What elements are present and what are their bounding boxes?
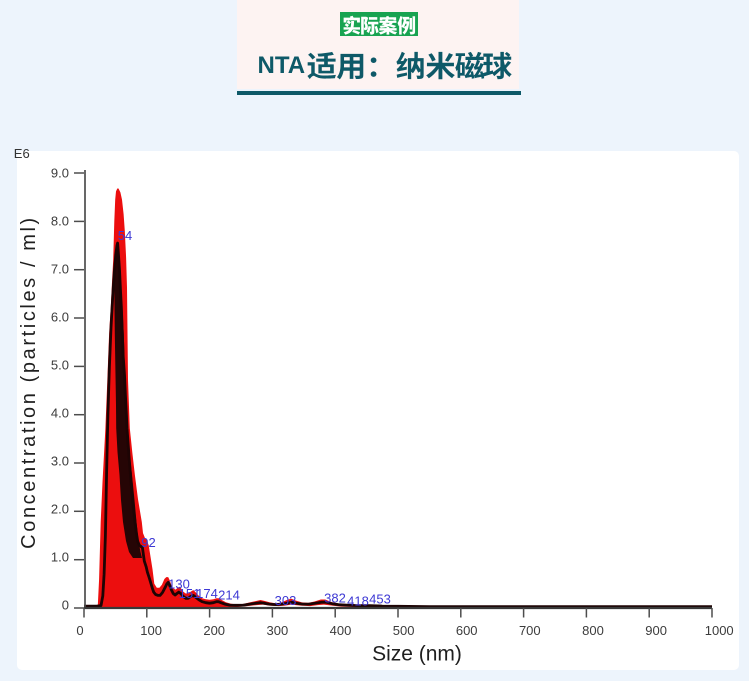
svg-text:6.0: 6.0: [51, 310, 69, 325]
svg-text:1.0: 1.0: [51, 550, 69, 565]
svg-text:130: 130: [168, 577, 190, 592]
svg-text:100: 100: [140, 623, 162, 638]
svg-text:300: 300: [267, 623, 289, 638]
svg-text:92: 92: [141, 535, 155, 550]
svg-text:453: 453: [369, 592, 391, 607]
svg-text:174: 174: [196, 586, 218, 601]
svg-text:0: 0: [76, 623, 83, 638]
svg-text:0: 0: [62, 598, 69, 613]
svg-text:303: 303: [275, 593, 297, 608]
svg-text:3.0: 3.0: [51, 454, 69, 469]
svg-text:800: 800: [582, 623, 604, 638]
svg-text:600: 600: [456, 623, 478, 638]
svg-text:4.0: 4.0: [51, 406, 69, 421]
svg-text:9.0: 9.0: [51, 166, 69, 181]
svg-text:8.0: 8.0: [51, 214, 69, 229]
svg-text:Concentration (particles / ml): Concentration (particles / ml): [18, 215, 40, 549]
svg-text:418: 418: [347, 594, 369, 609]
svg-text:500: 500: [393, 623, 415, 638]
svg-text:700: 700: [519, 623, 541, 638]
svg-text:5.0: 5.0: [51, 358, 69, 373]
svg-text:1000: 1000: [705, 623, 734, 638]
svg-text:214: 214: [218, 588, 240, 603]
svg-text:2.0: 2.0: [51, 502, 69, 517]
svg-text:Size (nm): Size (nm): [372, 642, 462, 665]
svg-text:900: 900: [645, 623, 667, 638]
svg-text:400: 400: [330, 623, 352, 638]
svg-text:7.0: 7.0: [51, 262, 69, 277]
svg-text:382: 382: [324, 591, 346, 606]
svg-text:151: 151: [179, 586, 201, 601]
svg-text:NTA: NTA: [258, 52, 306, 79]
svg-text:54: 54: [118, 228, 132, 243]
svg-text:E6: E6: [14, 146, 30, 161]
svg-text:200: 200: [203, 623, 225, 638]
